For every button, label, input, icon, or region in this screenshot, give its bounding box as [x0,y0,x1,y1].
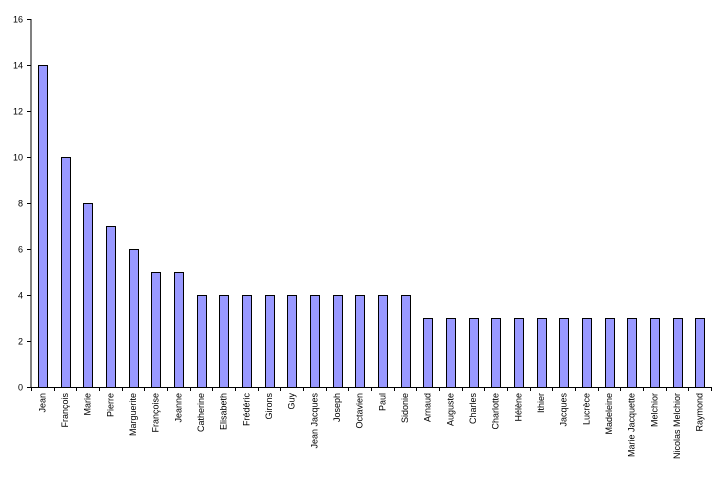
bar-sidonie [401,295,411,388]
x-tick-label: Joseph [332,393,342,422]
x-tick-label: Marguerite [128,393,138,436]
y-tick-label: 16 [13,15,23,25]
x-axis: Jean François Marie Pierre Marguerite Françoi… [31,387,712,459]
bar-auguste [446,318,456,388]
x-tick-label: Arnaud [423,393,433,422]
x-tick-label: Jean Jacques [309,393,319,449]
bar-pierre [106,226,116,388]
bar-catherine [197,295,207,388]
bar-fran-oise [151,272,161,388]
x-tick-label: Hélène [513,393,523,422]
bar-fr-d-ric [242,295,252,388]
bar-lucr-ce [582,318,592,388]
x-tick-label: Françoise [151,393,161,433]
bar-jacques [559,318,569,388]
y-tick-label: 2 [18,337,23,347]
x-tick-label: Melchior [649,393,659,427]
x-tick-label: Charles [468,393,478,425]
bar-marie [83,203,93,388]
x-tick-label: Elisabeth [219,393,229,430]
y-tick-label: 14 [13,61,23,71]
x-tick-label: Charlotte [491,393,501,430]
x-tick-label: Girons [264,393,274,420]
bar-ithier [537,318,547,388]
y-tick-label: 6 [18,245,23,255]
x-tick-label: Marie Jacquette [627,393,637,457]
x-tick-label: Catherine [196,393,206,432]
bar-madeleine [605,318,615,388]
bar-arnaud [423,318,433,388]
x-tick-label: Marie [83,393,93,416]
bar-guy [287,295,297,388]
bar-fran-ois [61,157,71,388]
bar-girons [265,295,275,388]
x-tick-label: Jean [37,393,47,413]
x-tick-label: Jacques [559,393,569,427]
bar-marie-jacquette [627,318,637,388]
bar-raymond [695,318,705,388]
x-tick-label: François [60,393,70,428]
bar-melchior [650,318,660,388]
x-tick-label: Guy [287,393,297,410]
y-tick-label: 0 [18,383,23,393]
bar-jean [38,65,48,388]
bar-elisabeth [219,295,229,388]
x-tick-label: Lucrèce [581,393,591,425]
x-tick-label: Ithier [536,393,546,413]
bar-jeanne [174,272,184,388]
bar-charlotte [491,318,501,388]
x-tick-label: Paul [377,393,387,411]
bar-jean-jacques [310,295,320,388]
x-tick-label: Frédéric [241,393,251,427]
x-tick-label: Pierre [105,393,115,417]
bar-joseph [333,295,343,388]
x-tick-label: Auguste [445,393,455,426]
bar-charles [469,318,479,388]
y-tick-label: 10 [13,153,23,163]
x-tick-label: Sidonie [400,393,410,423]
x-tick-label: Madeleine [604,393,614,435]
bar-h-l-ne [514,318,524,388]
y-tick-label: 8 [18,199,23,209]
bar-octavien [355,295,365,388]
x-tick-label: Jeanne [173,393,183,423]
bars [38,65,705,388]
bar-marguerite [129,249,139,388]
x-tick-label: Raymond [695,393,705,432]
x-tick-label: Octavien [355,393,365,429]
bar-paul [378,295,388,388]
x-tick-label: Nicolas Melchior [672,393,682,459]
y-tick-label: 4 [18,291,23,301]
y-axis: 0 2 4 6 8 10 12 14 16 [13,15,32,393]
bar-nicolas-melchior [673,318,683,388]
y-tick-label: 12 [13,107,23,117]
